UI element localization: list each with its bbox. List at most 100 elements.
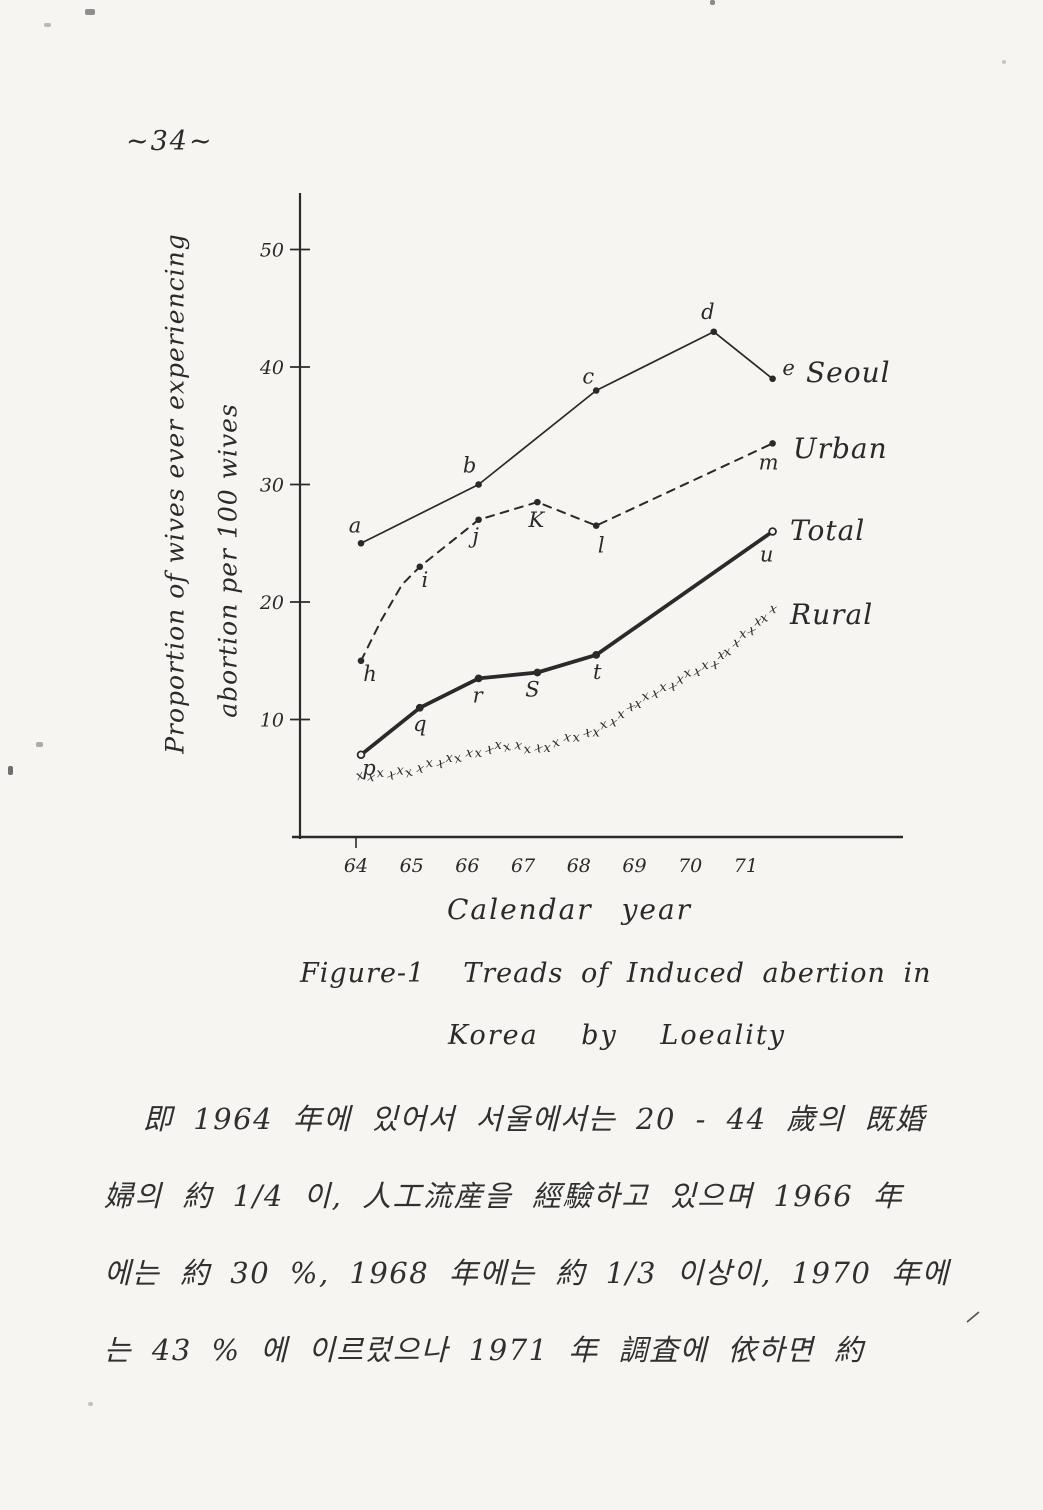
rural-x-mark: x <box>523 742 533 758</box>
point-label-a: a <box>349 513 362 537</box>
data-point-seoul-b <box>475 481 482 488</box>
rural-x-mark: x <box>501 739 513 756</box>
rural-x-mark: x <box>717 648 725 663</box>
x-tick-label: 70 <box>678 855 702 877</box>
x-tick-label: 65 <box>400 855 424 877</box>
figure-1-chart: 50 40 30 20 10 64 65 66 67 68 69 70 71 a b c d e Seoul h i j K… <box>259 193 903 877</box>
scan-artifact <box>44 23 51 27</box>
rural-x-mark: x <box>376 766 386 782</box>
point-label-q: q <box>413 712 426 736</box>
scan-artifact <box>88 1402 93 1406</box>
x-tick-label: 64 <box>344 855 368 877</box>
data-point-total-S <box>533 668 542 677</box>
rural-x-mark: x <box>677 672 685 687</box>
rural-x-mark: x <box>651 686 661 702</box>
scan-artifact <box>85 9 95 15</box>
data-point-seoul-e <box>769 375 776 383</box>
data-point-seoul-c <box>592 387 600 394</box>
rural-x-mark: x <box>514 738 524 754</box>
rural-x-mark: x <box>732 635 742 651</box>
rural-x-mark: x <box>701 658 711 674</box>
rural-x-mark: x <box>416 761 426 777</box>
y-tick-label: 40 <box>259 357 284 379</box>
series-label-rural: Rural <box>789 598 873 631</box>
y-tick-label: 50 <box>260 240 284 262</box>
point-label-S: S <box>525 678 539 702</box>
point-label-h: h <box>363 662 377 686</box>
series-label-urban: Urban <box>793 432 888 465</box>
x-tick-label: 67 <box>511 855 536 877</box>
point-label-c: c <box>582 365 594 389</box>
data-point-total-q <box>415 703 424 712</box>
point-label-j: j <box>468 524 479 548</box>
page-number: ~34~ <box>126 126 214 157</box>
rural-x-mark: x <box>495 738 503 753</box>
data-point-urban-j <box>475 516 482 524</box>
rural-x-mark: x <box>563 730 573 746</box>
rural-x-mark: x <box>572 730 582 746</box>
rural-x-mark: x <box>403 765 415 782</box>
figure-label: Figure-1 <box>300 958 426 989</box>
rural-x-mark: x <box>609 715 619 731</box>
rural-x-mark: x <box>367 770 377 786</box>
point-label-m: m <box>759 450 779 474</box>
data-point-total-p <box>356 750 366 760</box>
point-label-e: e <box>782 356 794 380</box>
x-tick-label: 69 <box>622 855 646 877</box>
x-tick-label: 71 <box>734 855 758 877</box>
rural-x-mark: x <box>544 741 552 756</box>
series-line-total <box>359 529 775 757</box>
y-tick-label: 20 <box>259 592 284 614</box>
rural-x-mark: x <box>446 751 454 766</box>
point-label-b: b <box>463 454 476 478</box>
scan-artifact <box>966 1311 980 1323</box>
data-point-total-u <box>768 527 777 536</box>
y-tick-label: 30 <box>260 475 284 497</box>
rural-x-mark: x <box>593 725 601 740</box>
data-point-urban-h <box>357 657 365 665</box>
data-point-seoul-a <box>357 539 365 547</box>
y-tick-label: 10 <box>260 710 284 732</box>
point-label-p: p <box>362 756 375 780</box>
rural-x-mark: x <box>465 745 475 761</box>
rural-x-mark: x <box>397 764 405 779</box>
rural-x-mark: x <box>768 602 778 618</box>
series-label-total: Total <box>790 514 865 547</box>
rural-x-mark: x <box>738 626 748 642</box>
x-tick-label: 66 <box>455 855 479 877</box>
point-label-i: i <box>421 568 428 592</box>
rural-x-mark: x <box>452 750 464 767</box>
series-line-seoul <box>360 330 774 545</box>
scan-artifact <box>1002 60 1006 64</box>
rural-x-mark: x <box>617 707 627 723</box>
rural-x-mark: x <box>659 680 669 696</box>
rural-x-mark: x <box>550 735 562 752</box>
rural-x-mark: x <box>425 756 435 772</box>
x-axis-label: Calendar year <box>447 893 693 926</box>
body-text-line-4: 는 43 % 에 이르렀으나 1971 年 調査에 依하면 約 <box>104 1333 865 1367</box>
point-label-t: t <box>593 660 602 684</box>
data-point-total-r <box>474 674 483 683</box>
rural-x-mark: x <box>635 697 643 712</box>
body-text-line-3: 에는 約 30 %, 1968 年에는 約 1/3 이상이, 1970 年에 <box>104 1256 950 1290</box>
rural-x-mark: x <box>754 614 762 629</box>
data-point-total-t <box>592 650 601 659</box>
body-text-line-1: 即 1964 年에 있어서 서울에서는 20 - 44 歲의 既婚 <box>143 1102 926 1136</box>
scan-artifact <box>36 742 43 747</box>
figure-caption-line1: Figure-1 Treads of Induced abertion in <box>300 958 931 989</box>
data-point-seoul-d <box>710 328 718 336</box>
series-line-urban <box>360 442 774 662</box>
x-tick-label: 68 <box>567 855 591 877</box>
scan-artifact <box>8 766 13 775</box>
point-label-l: l <box>598 534 605 558</box>
scan-artifact <box>710 0 715 5</box>
point-label-d: d <box>701 300 714 324</box>
rural-x-mark: x <box>474 746 484 762</box>
figure-title-line1: Treads of Induced abertion in <box>463 958 932 989</box>
data-point-urban-i <box>416 563 424 571</box>
point-label-K: K <box>528 508 546 532</box>
data-point-urban-m <box>769 440 776 447</box>
point-label-u: u <box>760 543 774 567</box>
rural-x-mark: x <box>693 664 703 680</box>
